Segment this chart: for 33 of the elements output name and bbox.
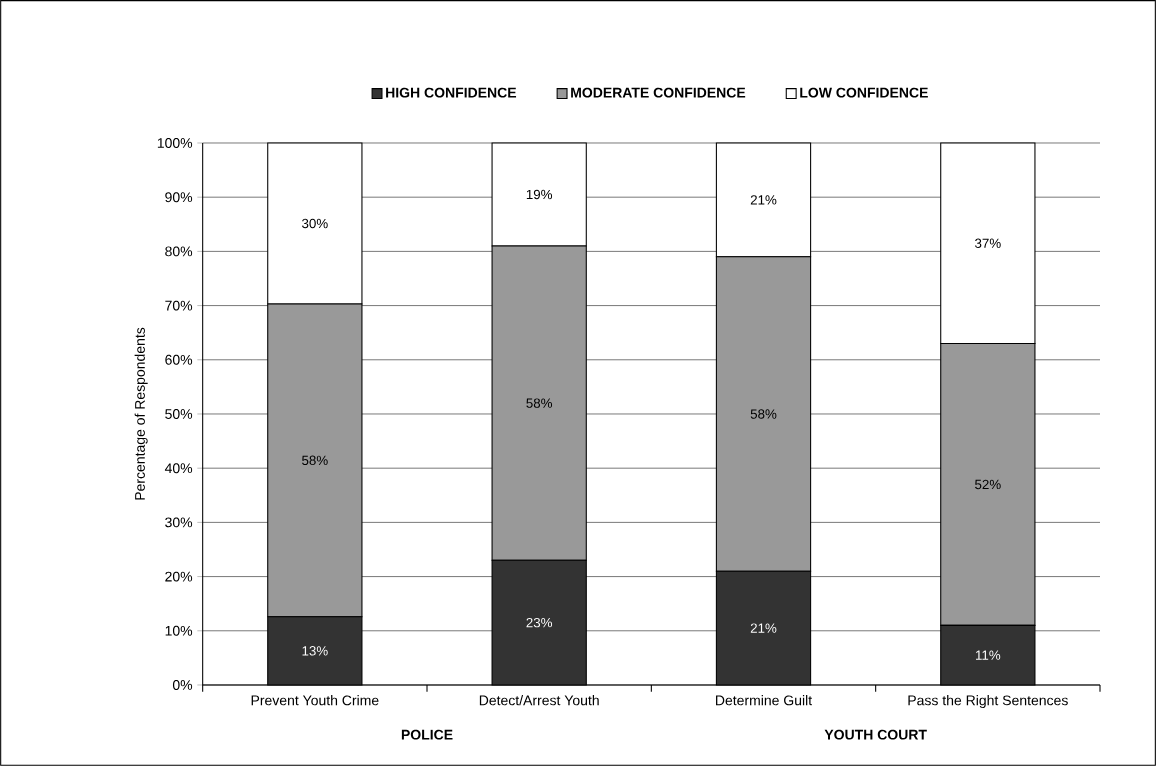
text: POLICE [401, 729, 453, 740]
data-label: 30% [302, 218, 328, 229]
x-tick-label: Detect/Arrest Youth [479, 695, 599, 706]
data-label: 13% [302, 646, 328, 656]
legend-label: HIGH CONFIDENCE [386, 87, 517, 98]
y-tick-label: 80% [165, 246, 193, 257]
data-label: 21% [750, 623, 777, 633]
y-tick-label: 70% [165, 300, 193, 311]
y-axis-title: Percentage of Respondents [134, 327, 148, 500]
y-tick-label: 0% [172, 680, 193, 690]
y-tick-label: 50% [165, 409, 193, 419]
data-label: 58% [750, 409, 777, 419]
data-label: 58% [302, 455, 328, 466]
y-tick-label: 20% [165, 571, 193, 582]
data-label: 23% [526, 617, 553, 628]
y-tick-label: 60% [165, 354, 193, 365]
data-label: 52% [975, 479, 1001, 490]
data-label: 19% [526, 189, 553, 200]
y-tick-label: 10% [165, 625, 193, 636]
y-tick-label: 40% [164, 463, 193, 474]
y-tick-label: 30% [165, 517, 193, 528]
x-tick-label: Pass the Right Sentences [908, 695, 1068, 709]
text: YOUTH COURT [824, 729, 927, 740]
x-tick-label: Determine Guilt [716, 695, 812, 706]
legend-label: LOW CONFIDENCE [800, 87, 928, 98]
data-label: 37% [975, 238, 1001, 248]
data-label: 58% [526, 398, 553, 408]
data-label: 21% [750, 195, 777, 205]
data-label: 11% [976, 650, 1001, 660]
y-tick-label: 90% [165, 192, 193, 203]
x-tick-label: Prevent Youth Crime [251, 695, 379, 706]
y-tick-label: 100% [157, 138, 193, 148]
legend-label: MODERATE CONFIDENCE [571, 87, 746, 98]
